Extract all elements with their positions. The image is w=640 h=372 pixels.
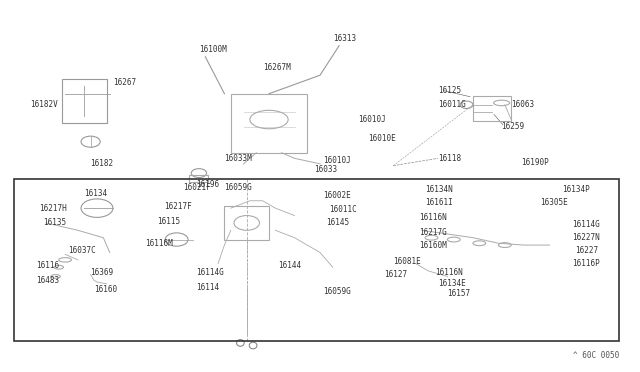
Text: 16217G: 16217G [419,228,447,237]
Text: 16116M: 16116M [145,239,173,248]
Text: 16196: 16196 [196,180,219,189]
Text: 16011C: 16011C [330,205,357,215]
Text: 16010E: 16010E [368,134,396,142]
Text: 16116P: 16116P [572,259,600,268]
Bar [14,179,620,341]
Text: 16021F: 16021F [183,183,211,192]
Text: 16010J: 16010J [323,155,351,165]
Text: 16010J: 16010J [358,115,386,124]
Text: 16134: 16134 [84,189,108,198]
Text: 16100M: 16100M [199,45,227,54]
Text: 16033M: 16033M [225,154,252,163]
Bar [62,79,106,123]
Text: 16259: 16259 [502,122,525,131]
Text: 16081E: 16081E [394,257,421,266]
Text: 16217H: 16217H [40,203,67,213]
Text: 16190P: 16190P [521,157,548,167]
Text: 16116N: 16116N [435,268,463,277]
Text: 16114G: 16114G [196,268,223,277]
Text: 16144: 16144 [278,261,301,270]
Text: 16160: 16160 [94,285,117,294]
Text: 16182V: 16182V [30,100,58,109]
Text: 16135: 16135 [43,218,66,227]
Text: 16267: 16267 [113,78,136,87]
Bar [189,175,209,182]
Text: 16134E: 16134E [438,279,466,288]
Text: 16161I: 16161I [425,198,453,207]
Text: 16227: 16227 [575,246,598,255]
Text: 16313: 16313 [333,34,356,43]
Text: 16033: 16033 [314,165,337,174]
Bar [225,206,269,240]
Text: ^ 60C 0050: ^ 60C 0050 [573,350,620,359]
Text: 16059G: 16059G [323,287,351,296]
Text: 16305E: 16305E [540,198,568,207]
Text: 16217F: 16217F [164,202,191,211]
Text: 16267M: 16267M [262,63,291,72]
Text: 16182: 16182 [91,159,114,169]
Bar [473,96,511,121]
Text: 16160M: 16160M [419,241,447,250]
Text: 16116: 16116 [36,261,60,270]
Text: 16134P: 16134P [562,185,590,194]
Text: 16483: 16483 [36,276,60,285]
Text: 16369: 16369 [91,268,114,277]
Text: 16063: 16063 [511,100,534,109]
Text: 16227N: 16227N [572,233,600,242]
Text: 16125: 16125 [438,86,461,94]
Text: 16115: 16115 [157,217,180,225]
Text: 16157: 16157 [447,289,470,298]
Text: 16127: 16127 [384,270,407,279]
Bar [231,94,307,153]
Text: 16145: 16145 [326,218,349,227]
Text: 16002E: 16002E [323,191,351,200]
Text: 16134N: 16134N [425,185,453,194]
Text: 16011G: 16011G [438,100,466,109]
Text: 16114G: 16114G [572,220,600,229]
Text: 16118: 16118 [438,154,461,163]
Text: 16037C: 16037C [68,246,96,255]
Text: 16114: 16114 [196,283,219,292]
Text: 16116N: 16116N [419,213,447,222]
Text: 16059G: 16059G [225,183,252,192]
